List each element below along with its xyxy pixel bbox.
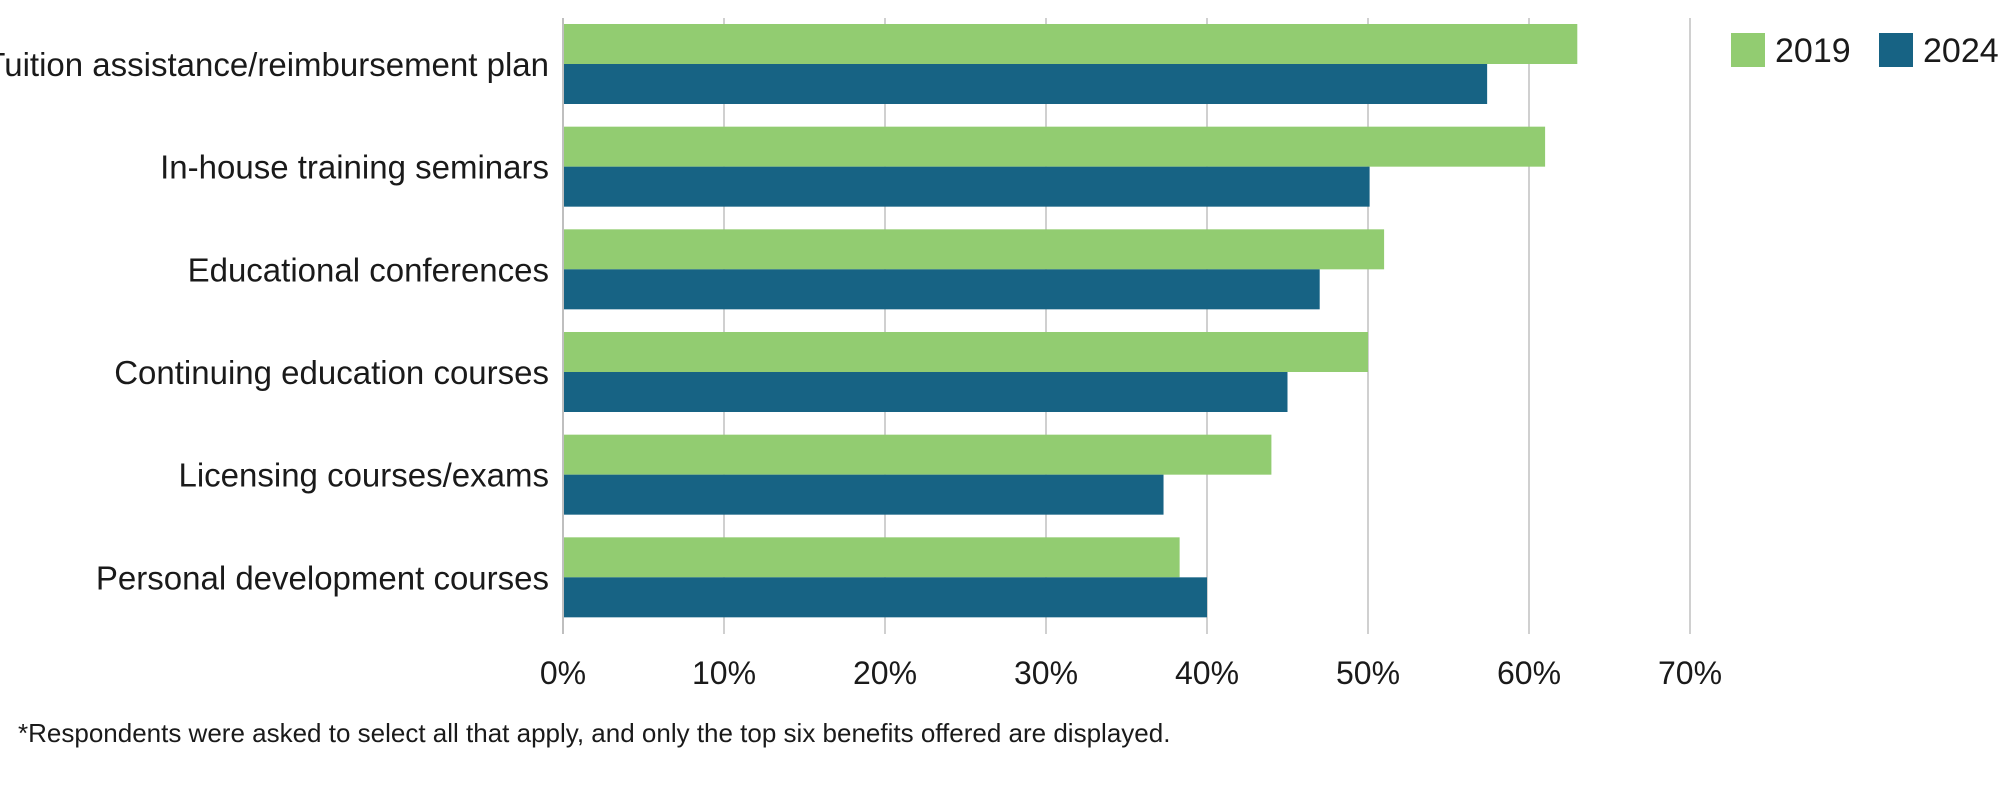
- bar-2024: [563, 269, 1320, 310]
- x-tick-label: 40%: [1175, 655, 1239, 691]
- legend: 2019 2024: [1731, 32, 1999, 70]
- x-tick-label: 70%: [1658, 655, 1722, 691]
- bar-2019: [563, 229, 1385, 270]
- category-label: Continuing education courses: [114, 354, 549, 391]
- x-tick-label: 0%: [540, 655, 586, 691]
- bar-2019: [563, 24, 1578, 64]
- x-tick-label: 10%: [692, 655, 756, 691]
- x-tick-label: 20%: [853, 655, 917, 691]
- category-label: Tuition assistance/reimbursement plan: [0, 46, 549, 83]
- gridlines: [723, 18, 1691, 634]
- bar-2024: [563, 64, 1488, 104]
- legend-label: 2019: [1775, 32, 1851, 70]
- category-labels: Tuition assistance/reimbursement plan In-…: [0, 46, 549, 596]
- category-label: Educational conferences: [188, 251, 549, 288]
- bar-2024: [563, 577, 1207, 618]
- footnote: *Respondents were asked to select all th…: [18, 718, 1170, 748]
- bar-2019: [563, 434, 1272, 475]
- category-label: Licensing courses/exams: [178, 457, 549, 494]
- bar-2019: [563, 126, 1546, 167]
- x-tick-label: 60%: [1497, 655, 1561, 691]
- bar-2024: [563, 166, 1370, 207]
- x-tick-label: 30%: [1014, 655, 1078, 691]
- legend-label: 2024: [1923, 32, 1999, 70]
- bars: [563, 24, 1578, 618]
- bar-2019: [563, 332, 1368, 372]
- tick-labels: 0% 10% 20% 30% 40% 50% 60% 70%: [540, 655, 1722, 691]
- legend-swatch-2019: [1731, 33, 1765, 67]
- category-label: In-house training seminars: [160, 149, 549, 186]
- bar-2024: [563, 474, 1164, 515]
- legend-swatch-2024: [1879, 33, 1913, 67]
- bar-2019: [563, 537, 1180, 578]
- bar-2024: [563, 372, 1288, 412]
- category-label: Personal development courses: [96, 559, 549, 596]
- x-tick-label: 50%: [1336, 655, 1400, 691]
